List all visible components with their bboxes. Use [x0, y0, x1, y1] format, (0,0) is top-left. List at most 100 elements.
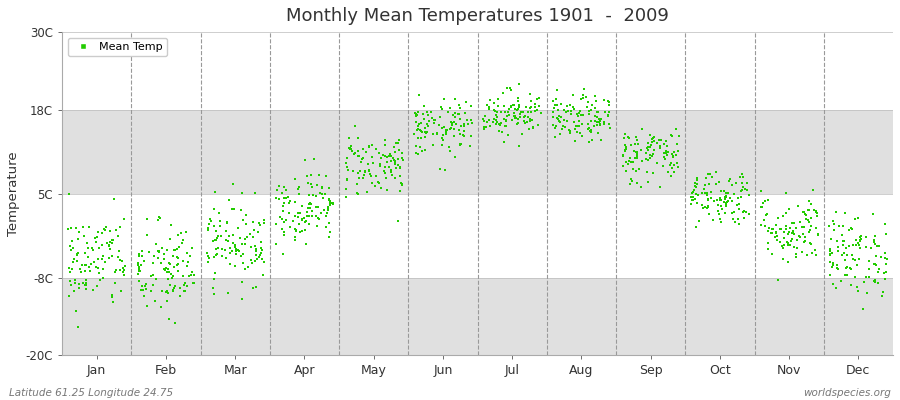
Point [601, 109, 616, 116]
Point [760, 211, 775, 217]
Point [92, 270, 106, 277]
Point [667, 168, 681, 175]
Point [825, 218, 840, 225]
Point [503, 85, 517, 91]
Point [869, 261, 884, 268]
Point [660, 152, 674, 158]
Point [395, 150, 410, 156]
Point [170, 254, 184, 260]
Point [665, 133, 680, 139]
Point [246, 219, 260, 225]
Point [158, 256, 172, 262]
Point [444, 125, 458, 131]
Point [803, 240, 817, 246]
Point [836, 242, 850, 248]
Point [514, 109, 528, 115]
Point [184, 272, 199, 278]
Point [697, 186, 711, 192]
Point [796, 208, 810, 215]
Point [811, 231, 825, 237]
Point [409, 150, 423, 156]
Point [835, 238, 850, 244]
Point [420, 129, 435, 135]
Point [256, 256, 270, 262]
Point [371, 178, 385, 185]
Point [245, 260, 259, 266]
Point [365, 154, 380, 160]
Point [777, 213, 791, 220]
Point [385, 171, 400, 178]
Point [641, 157, 655, 164]
Point [508, 114, 522, 121]
Point [66, 258, 80, 265]
Point [644, 139, 659, 146]
Point [208, 188, 222, 195]
Point [374, 155, 388, 161]
Point [838, 257, 852, 263]
Point [659, 148, 673, 154]
Point [131, 267, 146, 274]
Point [508, 115, 523, 121]
Point [374, 184, 388, 191]
Point [712, 216, 726, 222]
Point [160, 298, 175, 304]
Point [690, 200, 705, 206]
Point [520, 118, 535, 125]
Point [268, 195, 283, 201]
Point [729, 179, 743, 186]
Point [117, 267, 131, 274]
Point [492, 122, 507, 128]
Point [839, 265, 853, 272]
Point [718, 201, 733, 208]
Point [132, 278, 147, 284]
Point [550, 101, 564, 108]
Point [446, 126, 461, 133]
Point [140, 302, 154, 309]
Point [632, 166, 646, 172]
Point [646, 135, 661, 141]
Point [436, 135, 450, 142]
Point [518, 114, 532, 120]
Point [657, 150, 671, 156]
Point [305, 184, 320, 191]
Point [186, 272, 201, 278]
Point [804, 201, 818, 208]
Point [231, 225, 246, 232]
Point [580, 120, 595, 127]
Point [107, 196, 122, 202]
Point [294, 203, 309, 209]
Point [867, 236, 881, 243]
Point [250, 256, 265, 262]
Point [795, 223, 809, 230]
Point [225, 248, 239, 254]
Point [534, 110, 548, 116]
Point [185, 280, 200, 287]
Point [112, 248, 126, 254]
Point [566, 106, 580, 112]
Point [562, 127, 577, 134]
Point [796, 239, 811, 246]
Point [385, 154, 400, 161]
Point [320, 224, 334, 230]
Point [61, 264, 76, 271]
Point [276, 251, 291, 258]
Point [530, 107, 544, 113]
Point [508, 106, 522, 112]
Point [510, 106, 525, 112]
Point [223, 245, 238, 252]
Point [655, 163, 670, 169]
Point [618, 131, 633, 138]
Point [112, 267, 127, 274]
Point [789, 237, 804, 244]
Point [282, 210, 296, 216]
Point [148, 298, 163, 305]
Point [825, 250, 840, 256]
Point [395, 181, 410, 188]
Point [480, 102, 494, 108]
Point [699, 205, 714, 212]
Point [690, 192, 705, 199]
Point [213, 218, 228, 224]
Point [249, 284, 264, 290]
Point [378, 142, 392, 148]
Point [77, 281, 92, 288]
